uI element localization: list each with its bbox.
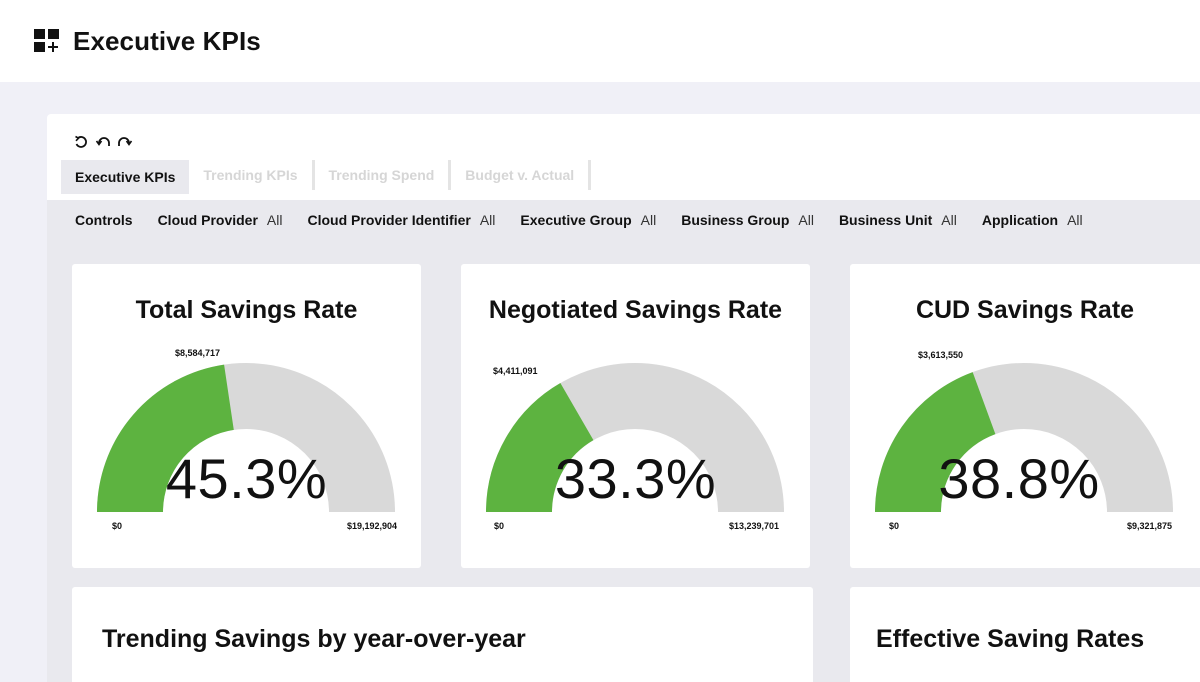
gauge-title: Negotiated Savings Rate	[488, 296, 783, 324]
filter-business-unit[interactable]: Business Unit All	[839, 212, 957, 228]
gauge-max-label: $13,239,701	[729, 521, 780, 531]
history-controls	[71, 132, 135, 152]
filter-label: Business Group	[681, 212, 790, 228]
gauge-fill	[97, 364, 235, 514]
gauge-percent: 33.3%	[554, 447, 717, 510]
gauge-chart	[486, 363, 784, 514]
gauge-percent: 38.8%	[938, 447, 1100, 510]
gauge-chart	[875, 363, 1173, 514]
gauge-fill	[875, 372, 997, 514]
effective-saving-rates-card: Effective Saving Rates	[850, 587, 1200, 682]
gauge-value-label: $8,584,717	[175, 348, 221, 358]
filter-business-group[interactable]: Business Group All	[681, 212, 814, 228]
filter-controls[interactable]: Controls	[75, 212, 133, 228]
tab-trending-kpis[interactable]: Trending KPIs	[189, 160, 315, 190]
filter-value: All	[1067, 212, 1083, 228]
gauge-max-label: $9,321,875	[1127, 521, 1173, 531]
effective-saving-rates-title: Effective Saving Rates	[876, 625, 1145, 653]
trending-savings-title: Trending Savings by year-over-year	[102, 625, 526, 653]
tab-trending-spend[interactable]: Trending Spend	[315, 160, 452, 190]
filter-value: All	[941, 212, 957, 228]
filter-value: All	[798, 212, 814, 228]
gauge-fill	[486, 383, 595, 514]
gauge-value-label: $3,613,550	[918, 350, 964, 360]
undo-icon[interactable]	[93, 132, 113, 152]
gauge-card-negotiated-savings: Negotiated Savings Rate 33.3% $4,411,091…	[461, 264, 810, 568]
gauge-value-label: $4,411,091	[493, 366, 538, 376]
filter-label: Executive Group	[520, 212, 632, 228]
gauge-max-label: $19,192,904	[347, 521, 398, 531]
gauge-title: Total Savings Rate	[135, 296, 358, 324]
gauge-card-cud-savings: CUD Savings Rate 38.8% $3,613,550 $0 $9,…	[850, 264, 1200, 568]
page-title: Executive KPIs	[73, 26, 261, 56]
tab-bar: Executive KPIs Trending KPIs Trending Sp…	[61, 160, 592, 194]
gauge-chart	[97, 363, 395, 514]
gauge-card-total-savings: Total Savings Rate 45.3% $8,584,717 $0 $…	[72, 264, 421, 568]
filter-value: All	[479, 212, 496, 228]
dashboard-panel: Executive KPIs Trending KPIs Trending Sp…	[47, 114, 1200, 682]
filter-label: Cloud Provider	[157, 212, 258, 228]
grid-plus-icon	[34, 29, 60, 53]
filter-label: Application	[981, 212, 1059, 228]
redo-icon[interactable]	[115, 132, 135, 152]
gauge-percent: 45.3%	[165, 447, 328, 510]
top-bar: Executive KPIs	[0, 0, 1200, 82]
dashboard-content: Total Savings Rate 45.3% $8,584,717 $0 $…	[47, 240, 1200, 682]
gauge-title: CUD Savings Rate	[915, 296, 1135, 324]
reset-icon[interactable]	[71, 132, 91, 152]
filter-cloud-provider[interactable]: Cloud Provider All	[158, 212, 283, 228]
gauge-min-label: $0	[889, 521, 900, 531]
filter-label: Cloud Provider Identifier	[307, 212, 471, 228]
gauge-min-label: $0	[494, 521, 505, 531]
gauge-min-label: $0	[112, 521, 123, 531]
filter-bar: Controls Cloud Provider All Cloud Provid…	[47, 200, 1200, 240]
filter-cloud-provider-identifier[interactable]: Cloud Provider Identifier All	[307, 212, 495, 228]
tab-budget-v-actual[interactable]: Budget v. Actual	[451, 160, 592, 190]
trending-savings-card: Trending Savings by year-over-year	[72, 587, 813, 682]
tab-executive-kpis[interactable]: Executive KPIs	[61, 160, 190, 194]
filter-application[interactable]: Application All	[982, 212, 1083, 228]
filter-label: Business Unit	[838, 212, 933, 228]
filter-value: All	[640, 212, 657, 228]
filter-label: Controls	[75, 212, 133, 228]
filter-value: All	[266, 212, 283, 228]
filter-executive-group[interactable]: Executive Group All	[520, 212, 656, 228]
